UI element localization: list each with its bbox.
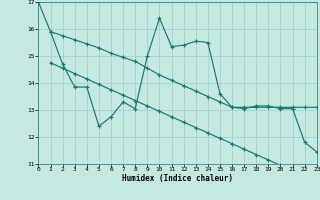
X-axis label: Humidex (Indice chaleur): Humidex (Indice chaleur) [122,174,233,183]
